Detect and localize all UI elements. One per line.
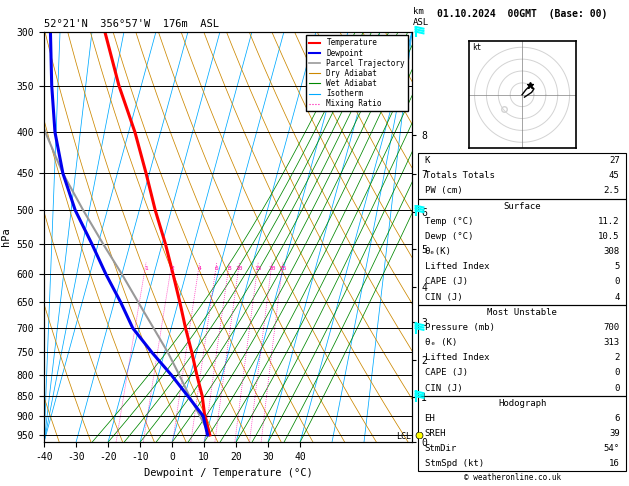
Text: 2.5: 2.5 [603, 187, 620, 195]
Text: 15: 15 [255, 265, 262, 271]
Text: StmDir: StmDir [425, 444, 457, 453]
Text: 39: 39 [609, 429, 620, 438]
Text: kt: kt [472, 43, 481, 52]
Text: 6: 6 [615, 414, 620, 423]
Bar [418, 199, 626, 305]
Text: Dewp (°C): Dewp (°C) [425, 232, 473, 241]
Text: Lifted Index: Lifted Index [425, 262, 489, 271]
Text: SREH: SREH [425, 429, 446, 438]
Text: CIN (J): CIN (J) [425, 383, 462, 393]
Text: 6: 6 [215, 265, 219, 271]
Text: © weatheronline.co.uk: © weatheronline.co.uk [464, 473, 561, 482]
Text: 8: 8 [228, 265, 231, 271]
Text: 2: 2 [615, 353, 620, 362]
Text: 52°21'N  356°57'W  176m  ASL: 52°21'N 356°57'W 176m ASL [44, 19, 219, 30]
Bar [418, 153, 626, 199]
Text: 700: 700 [603, 323, 620, 332]
Text: θₑ(K): θₑ(K) [425, 247, 452, 256]
Text: StmSpd (kt): StmSpd (kt) [425, 459, 484, 469]
Text: 54°: 54° [603, 444, 620, 453]
Text: km
ASL: km ASL [413, 7, 430, 27]
Text: CAPE (J): CAPE (J) [425, 368, 467, 378]
Text: 313: 313 [603, 338, 620, 347]
Text: 25: 25 [279, 265, 287, 271]
Text: Surface: Surface [503, 202, 541, 210]
Text: 308: 308 [603, 247, 620, 256]
Text: 2: 2 [170, 265, 174, 271]
Text: CAPE (J): CAPE (J) [425, 278, 467, 286]
Text: 10.5: 10.5 [598, 232, 620, 241]
X-axis label: Dewpoint / Temperature (°C): Dewpoint / Temperature (°C) [143, 468, 313, 478]
Text: 01.10.2024  00GMT  (Base: 00): 01.10.2024 00GMT (Base: 00) [437, 9, 607, 19]
Text: 4: 4 [615, 293, 620, 302]
Text: Most Unstable: Most Unstable [487, 308, 557, 317]
Text: PW (cm): PW (cm) [425, 187, 462, 195]
Y-axis label: hPa: hPa [1, 227, 11, 246]
Text: 0: 0 [615, 278, 620, 286]
Text: 1: 1 [144, 265, 148, 271]
Text: 5: 5 [615, 262, 620, 271]
Text: Pressure (mb): Pressure (mb) [425, 323, 494, 332]
Text: Lifted Index: Lifted Index [425, 353, 489, 362]
Text: 11.2: 11.2 [598, 217, 620, 226]
Text: CIN (J): CIN (J) [425, 293, 462, 302]
Text: EH: EH [425, 414, 435, 423]
Text: Hodograph: Hodograph [498, 399, 546, 408]
Text: K: K [425, 156, 430, 165]
Text: 45: 45 [609, 172, 620, 180]
Legend: Temperature, Dewpoint, Parcel Trajectory, Dry Adiabat, Wet Adiabat, Isotherm, Mi: Temperature, Dewpoint, Parcel Trajectory… [306, 35, 408, 111]
Text: 0: 0 [615, 383, 620, 393]
Text: LCL: LCL [396, 433, 411, 441]
Text: 10: 10 [236, 265, 243, 271]
Text: Temp (°C): Temp (°C) [425, 217, 473, 226]
Text: Totals Totals: Totals Totals [425, 172, 494, 180]
Text: 0: 0 [615, 368, 620, 378]
Text: 16: 16 [609, 459, 620, 469]
Text: 4: 4 [198, 265, 201, 271]
Text: θₑ (K): θₑ (K) [425, 338, 457, 347]
Bar [418, 305, 626, 396]
Text: 20: 20 [268, 265, 276, 271]
Bar [418, 396, 626, 471]
Text: 27: 27 [609, 156, 620, 165]
